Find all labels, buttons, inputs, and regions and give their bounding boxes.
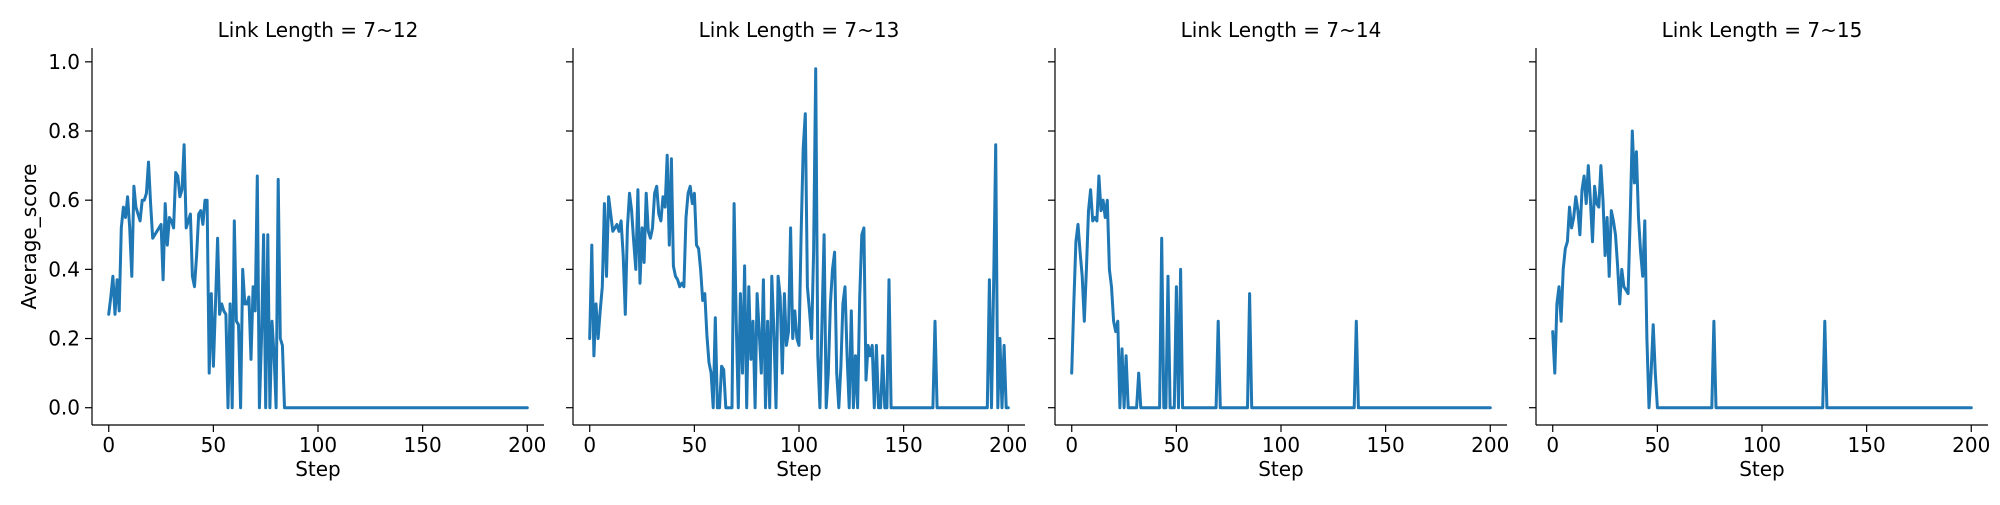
panel-3-x-tick-label: 200 xyxy=(1471,433,1509,457)
panel-4-title: Link Length = 7~15 xyxy=(1662,18,1863,42)
panel-3-series-line xyxy=(1070,174,1492,410)
panel-1-y-tick-label: 1.0 xyxy=(48,50,80,74)
panel-2-title: Link Length = 7~13 xyxy=(699,18,900,42)
panel-3-x-tick-label: 150 xyxy=(1367,433,1405,457)
panel-3-x-tick-label: 50 xyxy=(1164,433,1189,457)
panel-2-x-tick-label: 50 xyxy=(682,433,707,457)
panel-3-title: Link Length = 7~14 xyxy=(1181,18,1382,42)
panel-4-x-tick-label: 150 xyxy=(1848,433,1886,457)
panel-1-series-line xyxy=(107,143,529,410)
y-axis-label: Average_score xyxy=(17,164,41,310)
panel-1-y-tick-label: 0.0 xyxy=(48,396,80,420)
panel-1-x-tick-label: 100 xyxy=(299,433,337,457)
panel-3-x-tick-label: 100 xyxy=(1262,433,1300,457)
panel-2-x-tick-label: 0 xyxy=(583,433,596,457)
panel-2-x-tick-label: 200 xyxy=(989,433,1027,457)
panel-1-y-tick-label: 0.6 xyxy=(48,188,80,212)
panel-4-x-tick-label: 0 xyxy=(1546,433,1559,457)
panel-1-x-tick-label: 200 xyxy=(508,433,546,457)
panel-1-title: Link Length = 7~12 xyxy=(218,18,419,42)
panel-1-y-tick-label: 0.8 xyxy=(48,119,80,143)
panel-4-x-axis-label: Step xyxy=(1739,457,1785,481)
panel-2-x-axis-label: Step xyxy=(776,457,822,481)
panel-4-series-line xyxy=(1551,129,1973,410)
panel-1-x-tick-label: 0 xyxy=(102,433,115,457)
panel-1-y-tick-label: 0.2 xyxy=(48,327,80,351)
panel-1-x-tick-label: 50 xyxy=(201,433,226,457)
panel-2-x-tick-label: 100 xyxy=(780,433,818,457)
panel-1-y-tick-label: 0.4 xyxy=(48,257,80,281)
panel-1-x-axis-label: Step xyxy=(295,457,341,481)
panel-1-x-tick-label: 150 xyxy=(404,433,442,457)
panel-2-series-line xyxy=(588,67,1010,410)
panel-2-x-tick-label: 150 xyxy=(885,433,923,457)
panel-4-x-tick-label: 50 xyxy=(1645,433,1670,457)
panel-3-x-tick-label: 0 xyxy=(1065,433,1078,457)
panel-4-x-tick-label: 200 xyxy=(1952,433,1990,457)
panel-3-x-axis-label: Step xyxy=(1258,457,1304,481)
panel-4-x-tick-label: 100 xyxy=(1743,433,1781,457)
